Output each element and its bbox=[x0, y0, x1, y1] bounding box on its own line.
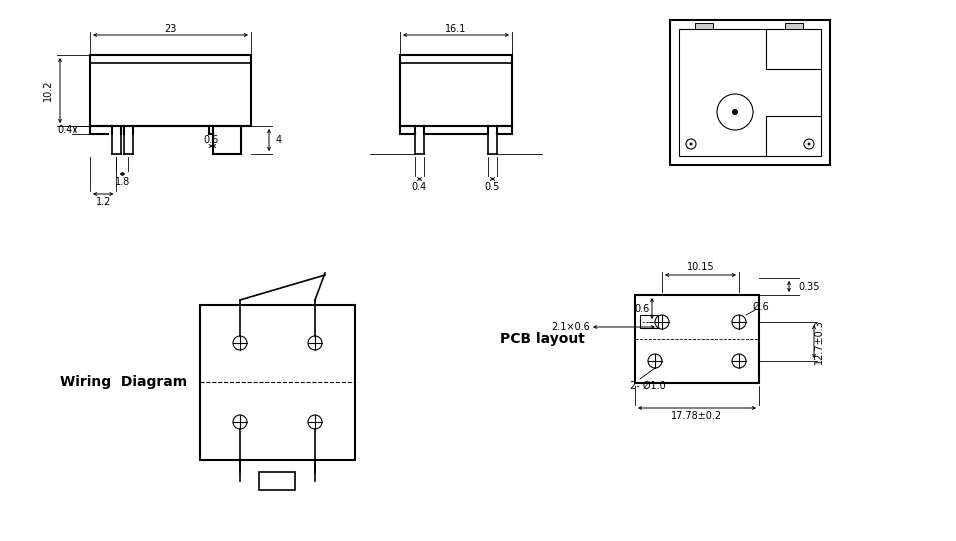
Text: 16.1: 16.1 bbox=[445, 24, 467, 34]
Text: 12.7±0.3: 12.7±0.3 bbox=[814, 319, 824, 364]
Text: 0.6: 0.6 bbox=[635, 304, 650, 313]
Text: 4: 4 bbox=[276, 135, 282, 145]
Text: Ø.6: Ø.6 bbox=[752, 302, 770, 312]
Bar bbox=[679, 29, 821, 156]
Bar bbox=[785, 23, 803, 29]
Text: 0.35: 0.35 bbox=[798, 281, 819, 292]
Bar bbox=[90, 55, 251, 126]
Text: 23: 23 bbox=[164, 24, 177, 34]
Bar bbox=[200, 305, 355, 460]
Text: 1.2: 1.2 bbox=[96, 197, 111, 207]
Bar bbox=[259, 472, 295, 490]
Bar bbox=[695, 23, 713, 29]
Bar bbox=[670, 20, 830, 165]
Text: 10.2: 10.2 bbox=[43, 80, 53, 101]
Text: 2.1×0.6: 2.1×0.6 bbox=[552, 322, 590, 332]
Bar bbox=[635, 295, 759, 383]
Text: Wiring  Diagram: Wiring Diagram bbox=[60, 375, 187, 389]
Text: 0.4: 0.4 bbox=[412, 182, 427, 192]
Text: PCB layout: PCB layout bbox=[500, 332, 585, 346]
Text: 2- Ø1.0: 2- Ø1.0 bbox=[630, 381, 665, 391]
Circle shape bbox=[732, 109, 738, 115]
Text: 0.4: 0.4 bbox=[57, 125, 73, 135]
Bar bbox=[640, 315, 658, 328]
Text: 0.6: 0.6 bbox=[204, 135, 219, 145]
Circle shape bbox=[808, 142, 811, 146]
Bar bbox=[400, 55, 512, 126]
Circle shape bbox=[689, 142, 692, 146]
Text: 17.78±0.2: 17.78±0.2 bbox=[671, 411, 723, 421]
Text: 10.15: 10.15 bbox=[686, 262, 714, 272]
Text: 1.8: 1.8 bbox=[115, 177, 130, 187]
Text: 0.5: 0.5 bbox=[485, 182, 500, 192]
